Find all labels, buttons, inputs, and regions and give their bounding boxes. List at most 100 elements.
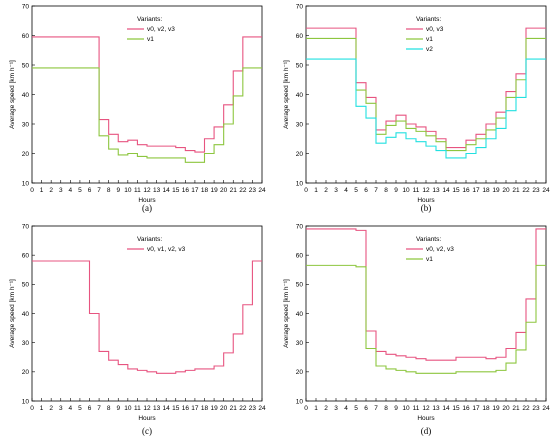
legend-entry: v0, v2, v3 [147,26,175,33]
series-line [32,36,262,153]
x-tick-label: 2 [324,187,328,194]
x-tick-label: 4 [69,187,73,194]
series-line [32,260,262,374]
x-tick-label: 1 [314,405,318,412]
x-tick-label: 9 [116,187,120,194]
x-tick-label: 2 [49,405,53,412]
x-tick-label: 11 [413,405,420,412]
x-tick-label: 11 [413,187,420,194]
x-tick-label: 16 [462,405,470,412]
chart-panel-2: 0 1 2 3 4 5 6 7 8 9 10 11 12 13 14 15 16 17 18 19 20 21 22 23 24… [283,3,550,213]
x-tick-label: 21 [230,405,238,412]
x-tick-label: 3 [334,187,338,194]
x-tick-label: 14 [163,187,171,194]
x-tick-label: 15 [452,405,460,412]
x-tick-label: 2 [49,187,53,194]
x-tick-label: 7 [374,405,378,412]
x-tick-label: 8 [107,405,111,412]
series-line [32,67,262,163]
panel-label: (b) [421,203,432,213]
y-tick-label: 70 [22,223,30,230]
y-tick-label: 10 [22,180,30,187]
x-tick-label: 13 [432,405,440,412]
x-tick-label: 8 [384,405,388,412]
x-tick-label: 10 [124,187,132,194]
x-tick-label: 9 [394,405,398,412]
x-tick-label: 21 [512,187,520,194]
x-tick-label: 10 [124,405,132,412]
x-tick-label: 11 [134,405,141,412]
x-tick-label: 11 [134,187,141,194]
x-tick-label: 23 [249,187,257,194]
x-tick-label: 12 [422,405,430,412]
x-tick-label: 5 [354,187,358,194]
x-tick-label: 6 [88,405,92,412]
x-tick-label: 10 [402,405,410,412]
x-tick-label: 0 [30,187,34,194]
x-tick-label: 19 [210,187,218,194]
x-tick-label: 16 [182,405,190,412]
x-tick-label: 23 [249,405,257,412]
x-tick-label: 7 [374,187,378,194]
x-tick-label: 20 [502,187,510,194]
x-tick-label: 23 [532,187,540,194]
x-tick-label: 1 [314,187,318,194]
legend-title: Variants: [416,236,441,243]
x-tick-label: 2 [324,405,328,412]
x-tick-label: 18 [201,405,209,412]
x-tick-label: 15 [172,187,180,194]
y-tick-label: 70 [296,3,304,10]
x-tick-label: 22 [522,187,530,194]
x-tick-label: 13 [153,187,161,194]
x-tick-label: 22 [522,405,530,412]
y-axis-label: Average speed [km h⁻¹] [9,279,16,348]
x-tick-label: 17 [191,405,199,412]
x-axis-label: Hours [417,197,435,204]
y-tick-label: 30 [22,340,30,347]
x-tick-label: 1 [40,405,44,412]
x-tick-label: 5 [78,187,82,194]
legend-title: Variants: [137,16,162,23]
x-tick-label: 21 [512,405,520,412]
legend-entry: v1 [426,256,433,263]
y-tick-label: 10 [296,180,304,187]
x-tick-label: 3 [59,405,63,412]
y-tick-label: 70 [22,3,30,10]
x-tick-label: 19 [492,187,500,194]
series-line [306,37,546,152]
x-tick-label: 22 [239,405,247,412]
x-tick-label: 9 [116,405,120,412]
x-tick-label: 7 [97,405,101,412]
x-tick-label: 18 [482,405,490,412]
y-tick-label: 50 [22,62,30,69]
x-tick-label: 18 [201,187,209,194]
y-tick-label: 40 [22,311,30,318]
chart-panel-1: 0 1 2 3 4 5 6 7 8 9 10 11 12 13 14 15 16 17 18 19 20 21 22 23 24… [9,3,266,213]
x-tick-label: 12 [143,187,151,194]
x-tick-label: 1 [40,187,44,194]
y-tick-label: 60 [22,252,30,259]
x-axis-label: Hours [138,415,156,422]
x-tick-label: 21 [230,187,238,194]
x-tick-label: 19 [210,405,218,412]
x-tick-label: 5 [78,405,82,412]
x-tick-label: 4 [344,405,348,412]
x-tick-label: 24 [542,187,550,194]
x-tick-label: 8 [107,187,111,194]
x-tick-label: 17 [472,405,480,412]
y-tick-label: 70 [296,223,304,230]
y-tick-label: 30 [296,340,304,347]
legend-entry: v2 [426,46,433,53]
y-tick-label: 20 [296,369,304,376]
x-tick-label: 10 [402,187,410,194]
x-tick-label: 15 [172,405,180,412]
legend-title: Variants: [416,16,441,23]
x-tick-label: 16 [182,187,190,194]
x-axis-label: Hours [417,415,435,422]
legend-entry: v0, v2, v3 [426,246,454,253]
y-tick-label: 10 [296,398,304,405]
y-axis-label: Average speed [km h⁻¹] [9,60,16,129]
x-tick-label: 12 [143,405,151,412]
x-tick-label: 4 [344,187,348,194]
